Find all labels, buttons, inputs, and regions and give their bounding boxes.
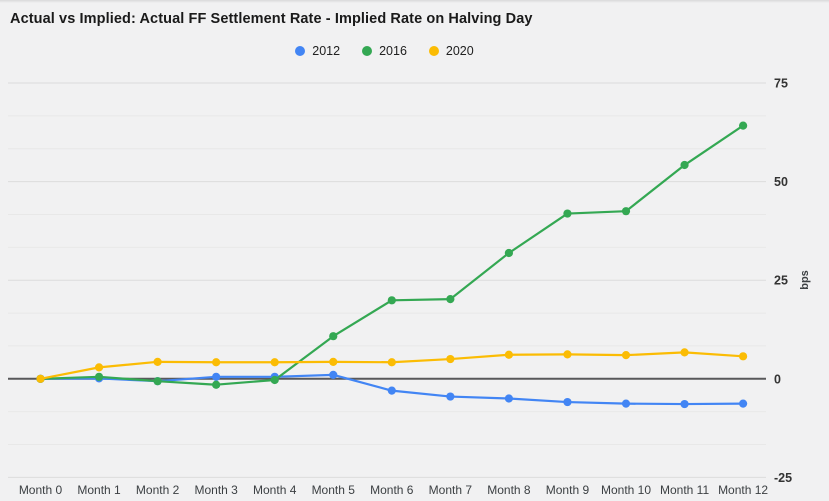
y-axis-tick-label: 50: [774, 175, 788, 189]
data-point-2020: [504, 350, 513, 359]
data-point-2016: [563, 209, 572, 218]
legend-item-2020: 2020: [428, 44, 474, 58]
y-axis-tick-label: -25: [774, 471, 792, 485]
x-axis-label: Month 8: [487, 483, 531, 497]
data-point-2016: [446, 295, 455, 304]
data-point-2020: [36, 374, 45, 383]
legend-label: 2012: [312, 44, 341, 58]
data-point-2012: [504, 394, 513, 403]
data-point-2016: [504, 248, 513, 258]
data-point-2020: [270, 358, 279, 367]
legend-dot-icon: [428, 46, 439, 56]
data-point-2020: [621, 351, 631, 360]
data-point-2020: [563, 350, 572, 359]
data-point-2012: [329, 370, 338, 379]
legend-item-2016: 2016: [362, 44, 407, 58]
legend-dot-icon: [295, 46, 306, 56]
data-point-2012: [680, 399, 689, 409]
legend-dot-icon: [362, 46, 373, 56]
data-point-2020: [329, 357, 338, 366]
x-axis-label: Month 2: [136, 483, 180, 497]
data-point-2016: [153, 377, 162, 386]
x-axis-label: Month 11: [660, 483, 709, 497]
y-axis-title: bps: [799, 270, 811, 290]
data-point-2012: [739, 399, 748, 408]
legend-item-2012: 2012: [295, 44, 340, 58]
y-axis-tick-label: 75: [774, 77, 788, 91]
x-axis-label: Month 0: [19, 483, 63, 497]
x-axis-label: Month 3: [194, 483, 238, 497]
data-point-2020: [387, 358, 396, 367]
data-point-2016: [212, 380, 221, 389]
data-point-2016: [387, 296, 396, 305]
data-point-2012: [387, 386, 396, 395]
data-point-2020: [680, 348, 689, 357]
chart-legend: 2012 2016 2020: [0, 44, 769, 58]
data-point-2012: [212, 372, 221, 381]
legend-label: 2020: [445, 44, 474, 58]
data-point-2016: [270, 375, 279, 385]
data-point-2016: [680, 160, 689, 170]
x-axis-label: Month 5: [312, 483, 356, 497]
data-point-2012: [446, 392, 455, 401]
x-axis-label: Month 6: [370, 483, 414, 497]
data-point-2016: [329, 332, 338, 341]
data-point-2016: [94, 372, 104, 381]
x-axis-label: Month 9: [546, 483, 590, 497]
data-point-2016: [739, 121, 748, 130]
data-point-2020: [446, 354, 455, 364]
chart-title: Actual vs Implied: Actual FF Settlement …: [10, 11, 533, 27]
data-point-2016: [621, 207, 631, 216]
data-point-2020: [212, 358, 221, 367]
y-axis-tick-label: 25: [774, 274, 788, 288]
y-axis-tick-label: 0: [774, 372, 781, 386]
x-axis-label: Month 12: [718, 483, 768, 497]
data-point-2020: [153, 357, 162, 366]
x-axis-label: Month 10: [601, 483, 651, 497]
data-point-2012: [563, 397, 572, 407]
x-axis-label: Month 7: [429, 483, 473, 497]
x-axis-label: Month 1: [77, 483, 121, 497]
data-point-2020: [94, 363, 104, 372]
legend-label: 2016: [379, 44, 407, 58]
data-point-2012: [621, 399, 631, 408]
x-axis-label: Month 4: [253, 483, 297, 497]
data-point-2020: [739, 352, 748, 361]
